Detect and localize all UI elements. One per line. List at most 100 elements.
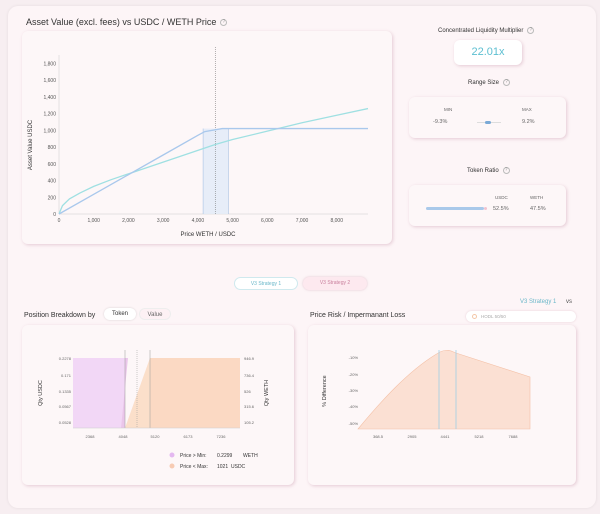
x-tick: 7,000 — [296, 218, 309, 224]
help-icon[interactable]: ? — [502, 167, 510, 174]
help-icon[interactable]: ? — [220, 19, 228, 27]
x-tick: 6,000 — [261, 218, 274, 224]
y-tick: 1,600 — [43, 78, 56, 84]
right-tick: 315.6 — [244, 404, 255, 409]
y-tick: -10% — [349, 355, 359, 360]
x-tick: 2,000 — [122, 218, 135, 224]
ratio-bar-usdc — [426, 207, 484, 210]
main-chart-panel: 0 200 400 600 800 1,000 1,200 1,400 1,600 1,800 0 1… — [22, 31, 392, 244]
usdc-area — [73, 358, 125, 428]
ratio-bar-weth — [484, 207, 487, 210]
left-tick: 0.1335 — [59, 389, 72, 394]
token2-pct: 47.5% — [530, 206, 546, 212]
x-tick: 6173 — [184, 434, 194, 439]
x-tick: 4,000 — [192, 218, 205, 224]
usdc-edge — [121, 358, 128, 428]
x-tick: 5120 — [151, 434, 161, 439]
breakdown-title: Position Breakdown by — [24, 312, 96, 319]
legend1-label: Price > Min: — [180, 453, 207, 459]
legend-dot-usdc — [169, 463, 175, 469]
series-line-2 — [58, 127, 368, 215]
x-tick: 7236 — [217, 434, 227, 439]
y-tick: 200 — [48, 195, 57, 201]
y-axis-label: % Difference — [322, 375, 328, 406]
token-ratio-title: Token Ratio? — [467, 167, 510, 174]
legend1-unit: WETH — [243, 453, 258, 459]
toggle-value[interactable]: Value — [139, 308, 171, 320]
range-slider-handle[interactable] — [485, 121, 491, 124]
x-tick: 0 — [58, 218, 61, 224]
token1-pct: 52.5% — [493, 206, 509, 212]
y-tick: -50% — [349, 421, 359, 426]
range-max-value: 9.2% — [522, 119, 535, 125]
y-axis-label: Asset Value USDC — [28, 119, 34, 170]
risk-chart: -10% -20% -30% -40% -50% 368.5 2905 4441… — [322, 349, 531, 439]
radio-icon — [472, 314, 477, 319]
compare-vs: vs — [566, 299, 572, 305]
y-tick: -20% — [349, 372, 359, 377]
right-tick: 105.2 — [244, 420, 255, 425]
y-tick: 0 — [53, 212, 56, 218]
y-tick: 1,400 — [43, 95, 56, 101]
y-tick: 1,000 — [43, 128, 56, 134]
x-tick: 368.5 — [373, 434, 384, 439]
y-tick: -40% — [349, 404, 359, 409]
range-min-label: MIN — [444, 107, 453, 112]
right-tick: 526 — [244, 389, 251, 394]
multiplier-value: 22.01x — [471, 46, 505, 58]
breakdown-panel: 0.2278 0.171 0.1335 0.0567 0.0528 946.9 … — [22, 325, 294, 485]
range-min-value: -9.3% — [433, 119, 448, 125]
y-tick: 1,200 — [43, 112, 56, 118]
help-icon[interactable]: ? — [503, 79, 511, 86]
tab-strategy-1[interactable]: V3 Strategy 1 — [234, 277, 298, 290]
x-tick: 2368 — [86, 434, 96, 439]
risk-title: Price Risk / Impermanant Loss — [310, 312, 406, 319]
help-icon[interactable]: ? — [527, 27, 535, 34]
x-tick: 4441 — [441, 434, 451, 439]
hodl-select[interactable]: HODL 50/50 — [466, 311, 576, 322]
right-axis-label: Qty WETH — [264, 380, 270, 406]
x-tick: 1,000 — [87, 218, 100, 224]
range-size-title: Range Size? — [468, 79, 511, 86]
y-tick: -30% — [349, 388, 359, 393]
y-tick: 400 — [48, 179, 57, 185]
x-tick: 4048 — [119, 434, 129, 439]
multiplier-title: Concentrated Liquidity Multiplier? — [438, 27, 535, 34]
token2-label: WETH — [530, 195, 544, 200]
legend-dot-weth — [169, 452, 175, 458]
left-tick: 0.0528 — [59, 420, 72, 425]
range-size-panel: MIN MAX -9.3% 9.2% — [409, 97, 566, 138]
left-tick: 0.0567 — [59, 404, 72, 409]
main-chart: 0 200 400 600 800 1,000 1,200 1,400 1,600 1,800 0 1… — [28, 47, 369, 238]
range-band — [203, 128, 229, 214]
y-tick: 600 — [48, 162, 57, 168]
token1-label: USDC — [495, 195, 508, 200]
multiplier-box: 22.01x — [454, 40, 522, 65]
y-tick: 800 — [48, 145, 57, 151]
risk-panel: -10% -20% -30% -40% -50% 368.5 2905 4441… — [308, 325, 576, 485]
legend2-label: Price < Max: — [180, 464, 208, 470]
left-tick: 0.171 — [61, 373, 72, 378]
legend2-value: 1021 — [217, 464, 228, 470]
x-tick: 5,000 — [226, 218, 239, 224]
legend1-value: 0.2299 — [217, 453, 233, 459]
hodl-label: HODL 50/50 — [481, 314, 506, 319]
x-tick: 7688 — [509, 434, 519, 439]
x-tick: 3,000 — [157, 218, 170, 224]
y-tick: 1,800 — [43, 61, 56, 67]
toggle-token[interactable]: Token — [104, 308, 136, 320]
x-axis-label: Price WETH / USDC — [180, 232, 236, 238]
range-max-label: MAX — [522, 107, 532, 112]
compare-strategy: V3 Strategy 1 — [520, 299, 557, 305]
token-ratio-panel: USDC WETH 52.5% 47.5% — [409, 185, 566, 226]
series-line-1 — [58, 107, 369, 215]
main-chart-title: Asset Value (excl. fees) vs USDC / WETH … — [26, 17, 228, 27]
weth-block — [150, 358, 240, 428]
legend2-unit: USDC — [231, 464, 246, 470]
x-tick: 2905 — [408, 434, 418, 439]
right-tick: 946.9 — [244, 356, 255, 361]
right-tick: 736.4 — [244, 373, 255, 378]
left-tick: 0.2278 — [59, 356, 72, 361]
tab-strategy-2[interactable]: V3 Strategy 2 — [303, 277, 367, 290]
x-tick: 5218 — [475, 434, 485, 439]
